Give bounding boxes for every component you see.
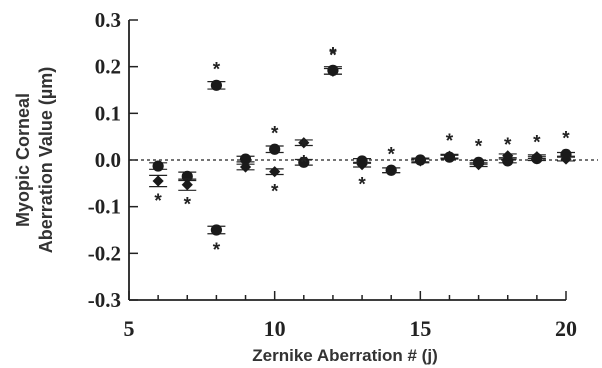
significance-star: *: [154, 191, 162, 212]
significance-star: *: [300, 136, 308, 157]
x-tick-label: 20: [555, 316, 577, 341]
data-point-circle: [298, 156, 310, 168]
significance-star: *: [213, 240, 221, 261]
data-point-diamond: [269, 166, 281, 178]
significance-star: *: [475, 136, 483, 157]
significance-star: *: [329, 45, 337, 66]
axis-ticks: 0.3 0.2 0.1 0.0 -0.1 -0.2 -0.35 10 15 20: [88, 8, 577, 341]
significance-star: *: [271, 182, 279, 203]
significance-star: *: [387, 144, 395, 165]
data-point-diamond: [239, 161, 252, 173]
significance-star: *: [446, 131, 454, 152]
y-tick-label: 0.1: [95, 101, 121, 125]
y-tick-label: -0.3: [88, 288, 121, 312]
data-point-circle: [210, 79, 222, 91]
significance-star: *: [271, 123, 279, 144]
y-axis-label-line2: Aberration Value (µm): [36, 67, 56, 253]
significance-star: *: [562, 128, 570, 149]
data-point-diamond: [473, 159, 485, 171]
significance-star: *: [213, 59, 221, 80]
x-tick-label: 10: [264, 316, 286, 341]
y-tick-label: 0.3: [95, 8, 121, 32]
data-point-diamond: [443, 150, 456, 162]
x-tick-label: 5: [124, 316, 135, 341]
data-point-diamond: [502, 150, 514, 162]
y-tick-label: 0.0: [95, 148, 121, 172]
data-point-diamond: [385, 164, 397, 176]
y-tick-label: -0.1: [88, 195, 121, 219]
x-tick-label: 15: [409, 316, 431, 341]
data-point-circle: [152, 160, 164, 172]
significance-star: *: [358, 175, 366, 196]
significance-star: *: [533, 133, 541, 154]
data-marks: ******* * * * ** *****: [149, 44, 575, 261]
data-point-diamond: [560, 153, 572, 165]
data-point-circle: [269, 143, 281, 155]
data-point-circle: [210, 224, 222, 236]
data-point-diamond: [531, 151, 543, 163]
data-point-diamond: [414, 155, 426, 167]
y-axis-label-line1: Myopic Corneal: [13, 93, 33, 227]
data-point-diamond: [356, 159, 368, 171]
significance-star: *: [504, 135, 512, 156]
data-point-diamond: [298, 137, 310, 149]
y-tick-label: 0.2: [95, 55, 121, 79]
x-axis-label: Zernike Aberration # (j): [252, 346, 437, 365]
data-point-diamond: [152, 175, 164, 187]
data-point-circle: [239, 153, 252, 165]
significance-star: *: [300, 153, 308, 174]
significance-star: *: [184, 195, 192, 216]
data-point-diamond: [327, 65, 339, 77]
data-point-diamond: [181, 179, 193, 191]
y-tick-label: -0.2: [88, 241, 121, 265]
significance-star: *: [329, 44, 337, 65]
